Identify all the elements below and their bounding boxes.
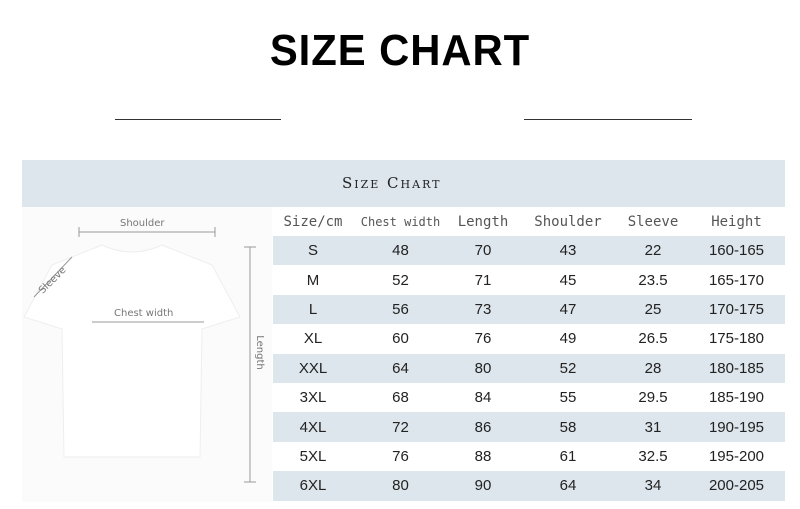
table-row: L 56 73 47 25 170-175: [273, 294, 785, 325]
cell-height: 165-170: [708, 271, 765, 289]
cell-chest: 72: [392, 418, 409, 436]
tshirt-diagram: Shoulder Chest width Sleeve Length: [22, 207, 272, 502]
cell-chest: 48: [392, 242, 409, 260]
cell-length: 70: [474, 242, 492, 260]
cell-length: 84: [474, 389, 492, 407]
table-row: 4XL 72 86 58 31 190-195: [273, 412, 785, 442]
cell-height: 160-165: [708, 242, 765, 260]
cell-shoulder: 52: [559, 359, 577, 377]
cell-chest: 52: [392, 271, 409, 289]
header-chest: Chest width: [360, 214, 441, 229]
table-header: Size/cm Chest width Length Shoulder Slee…: [273, 207, 785, 236]
table-row: XL 60 76 49 26.5 175-180: [273, 324, 785, 353]
table-row: S 48 70 43 22 160-165: [273, 236, 785, 266]
size-chart-banner: Size Chart: [22, 160, 785, 207]
cell-size: 3XL: [299, 389, 327, 407]
table-row: 6XL 80 90 64 34 200-205: [273, 471, 785, 501]
cell-height: 195-200: [708, 447, 765, 465]
banner-title: Size Chart: [342, 174, 442, 192]
cell-size: L: [308, 300, 318, 318]
header-length: Length: [457, 213, 509, 230]
cell-length: 88: [474, 447, 492, 465]
table-row: 5XL 76 88 61 32.5 195-200: [273, 442, 785, 471]
tshirt-shape: [23, 244, 241, 458]
cell-height: 175-180: [708, 330, 765, 348]
cell-height: 170-175: [708, 300, 765, 318]
cell-shoulder: 58: [559, 418, 577, 436]
cell-sleeve: 34: [644, 477, 662, 495]
cell-shoulder: 49: [559, 330, 577, 348]
cell-shoulder: 45: [559, 271, 577, 289]
shoulder-label: Shoulder: [120, 218, 165, 229]
cell-size: XL: [303, 330, 323, 348]
table-row: 3XL 68 84 55 29.5 185-190: [273, 383, 785, 412]
header-sleeve: Sleeve: [627, 213, 679, 230]
cell-height: 200-205: [708, 477, 765, 495]
cell-sleeve: 22: [644, 242, 662, 260]
header-size: Size/cm: [283, 213, 343, 230]
cell-height: 180-185: [708, 359, 765, 377]
cell-sleeve: 28: [644, 359, 662, 377]
cell-height: 185-190: [708, 389, 765, 407]
table-row: M 52 71 45 23.5 165-170: [273, 265, 785, 294]
cell-shoulder: 47: [559, 300, 577, 318]
cell-sleeve: 23.5: [638, 271, 668, 289]
cell-sleeve: 32.5: [638, 447, 668, 465]
cell-shoulder: 43: [559, 242, 577, 260]
cell-size: 6XL: [299, 477, 327, 495]
cell-sleeve: 25: [644, 300, 662, 318]
cell-length: 86: [474, 418, 492, 436]
cell-shoulder: 61: [559, 447, 577, 465]
divider-left: [115, 119, 281, 120]
length-label: Length: [253, 335, 265, 370]
cell-shoulder: 55: [559, 389, 577, 407]
table-row: XXL 64 80 52 28 180-185: [273, 353, 785, 383]
sleeve-line: [33, 256, 73, 298]
chest-label: Chest width: [114, 308, 174, 319]
cell-sleeve: 29.5: [638, 389, 668, 407]
cell-size: M: [306, 271, 320, 289]
cell-chest: 56: [392, 300, 409, 318]
cell-size: S: [307, 242, 318, 260]
cell-length: 76: [474, 330, 492, 348]
cell-size: 4XL: [299, 418, 327, 436]
cell-shoulder: 64: [559, 477, 577, 495]
size-table: Size/cm Chest width Length Shoulder Slee…: [273, 207, 785, 501]
cell-length: 73: [474, 300, 492, 318]
cell-size: 5XL: [299, 447, 327, 465]
header-shoulder: Shoulder: [534, 213, 602, 230]
cell-length: 71: [474, 271, 492, 289]
page-title: SIZE CHART: [269, 26, 531, 75]
divider-right: [524, 119, 692, 120]
cell-chest: 64: [392, 359, 409, 377]
cell-chest: 68: [392, 389, 409, 407]
cell-length: 80: [474, 359, 492, 377]
cell-sleeve: 31: [644, 418, 662, 436]
cell-height: 190-195: [708, 418, 765, 436]
cell-chest: 80: [392, 477, 409, 495]
cell-chest: 60: [392, 330, 409, 348]
cell-chest: 76: [392, 447, 409, 465]
header-height: Height: [711, 213, 762, 230]
cell-sleeve: 26.5: [638, 330, 668, 348]
cell-size: XXL: [298, 359, 328, 377]
cell-length: 90: [474, 477, 492, 495]
